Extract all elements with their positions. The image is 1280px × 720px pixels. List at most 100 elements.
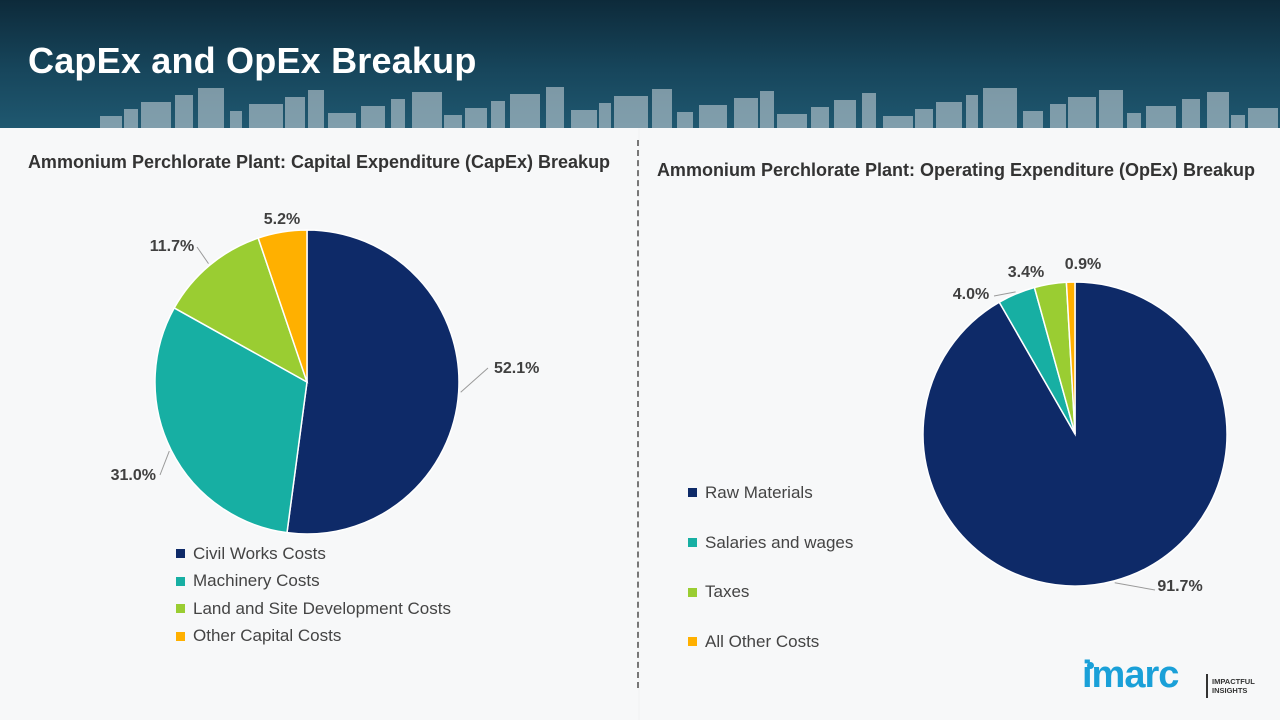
capex-legend-item: Machinery Costs	[176, 568, 451, 596]
legend-label: Raw Materials	[705, 482, 813, 502]
logo-tagline-line: IMPACTFUL	[1212, 677, 1255, 686]
opex-legend-item: Salaries and wages	[688, 518, 853, 568]
legend-swatch-icon	[688, 587, 697, 597]
legend-swatch-icon	[176, 549, 185, 559]
skyline-building	[249, 104, 283, 128]
legend-label: Salaries and wages	[705, 532, 854, 552]
skyline-building	[412, 92, 442, 128]
legend-swatch-icon	[688, 538, 697, 548]
logo-dot-icon	[1087, 662, 1094, 669]
skyline-building	[124, 109, 138, 128]
logo-divider	[1206, 674, 1208, 698]
skyline-building	[546, 87, 564, 128]
skyline-building	[862, 93, 876, 128]
skyline-building	[1050, 104, 1066, 128]
capex-chart-title: Ammonium Perchlorate Plant: Capital Expe…	[27, 152, 611, 172]
skyline-building	[444, 115, 462, 128]
skyline-building	[652, 89, 672, 128]
skyline-building	[391, 99, 405, 128]
data-label: 5.2%	[264, 211, 300, 228]
header-banner: CapEx and OpEx Breakup	[0, 0, 1280, 128]
data-label: 11.7%	[150, 238, 194, 255]
pie-slice	[1065, 281, 1076, 435]
skyline-building	[1127, 113, 1141, 128]
opex-legend-item: Raw Materials	[688, 468, 853, 518]
skyline-building	[1099, 90, 1123, 128]
skyline-building	[915, 109, 933, 128]
skyline-building	[983, 88, 1017, 128]
skyline-building	[1146, 106, 1176, 128]
skyline-building	[834, 100, 856, 128]
skyline-building	[361, 106, 385, 128]
opex-panel: Ammonium Perchlorate Plant: Operating Ex…	[640, 128, 1280, 720]
imarc-logo: imarc IMPACTFUL INSIGHTS	[1082, 654, 1262, 700]
legend-label: Taxes	[705, 582, 750, 602]
skyline-building	[141, 102, 171, 128]
skyline-building	[1182, 99, 1200, 128]
leader-line	[196, 246, 209, 264]
opex-pie-chart: 91.7% 4.0% 3.4% 0.9%	[922, 256, 1228, 595]
skyline-building	[1207, 92, 1229, 128]
pie-slice	[286, 229, 460, 535]
skyline-building	[966, 95, 978, 128]
skyline-building	[328, 113, 356, 128]
legend-swatch-icon	[688, 637, 697, 647]
data-label: 31.0%	[111, 467, 156, 484]
capex-legend-item: Civil Works Costs	[176, 540, 451, 568]
panel-divider	[637, 140, 639, 688]
pie-slice	[257, 229, 308, 383]
logo-wordmark: imarc	[1082, 654, 1179, 696]
skyline-building	[599, 103, 611, 128]
pie-slice	[173, 237, 309, 384]
data-label: 91.7%	[1157, 578, 1202, 595]
opex-legend-item: Taxes	[688, 567, 853, 617]
capex-panel: Ammonium Perchlorate Plant: Capital Expe…	[0, 128, 638, 720]
legend-label: All Other Costs	[705, 631, 820, 651]
skyline-building	[308, 90, 324, 128]
skyline-building	[1023, 111, 1043, 128]
legend-swatch-icon	[176, 576, 185, 586]
opex-chart-title: Ammonium Perchlorate Plant: Operating Ex…	[656, 160, 1256, 180]
skyline-building	[571, 110, 597, 128]
legend-swatch-icon	[688, 488, 697, 498]
legend-swatch-icon	[176, 631, 185, 641]
capex-legend-item: Land and Site Development Costs	[176, 595, 451, 623]
skyline-building	[677, 112, 693, 128]
skyline-building	[760, 91, 774, 128]
capex-legend-item: Other Capital Costs	[176, 623, 451, 651]
opex-legend: Raw Materials Salaries and wages Taxes A…	[688, 468, 853, 667]
skyline-building	[614, 96, 648, 128]
capex-pie-chart: 52.1% 31.0% 11.7% 5.2%	[111, 211, 539, 535]
skyline-building	[1231, 115, 1245, 128]
skyline-building	[699, 105, 727, 128]
skyline-building	[465, 108, 487, 128]
page-title: CapEx and OpEx Breakup	[28, 40, 477, 81]
data-label: 0.9%	[1065, 256, 1101, 273]
skyline-building	[777, 114, 807, 128]
skyline-building	[198, 88, 224, 128]
leader-line	[1114, 582, 1156, 591]
skyline-building	[883, 116, 913, 128]
skyline-building	[510, 94, 540, 128]
legend-label: Land and Site Development Costs	[193, 598, 451, 618]
legend-label: Machinery Costs	[193, 571, 320, 591]
leader-line	[993, 291, 1016, 297]
data-label: 52.1%	[494, 360, 539, 377]
skyline-building	[811, 107, 829, 128]
skyline-building	[1248, 108, 1278, 128]
skyline-building	[100, 116, 122, 128]
skyline-building	[491, 101, 505, 128]
logo-tagline-line: INSIGHTS	[1212, 686, 1248, 695]
data-label: 4.0%	[953, 286, 989, 303]
data-label: 3.4%	[1008, 264, 1044, 281]
logo-tagline: IMPACTFUL INSIGHTS	[1212, 677, 1262, 695]
skyline-building	[1068, 97, 1096, 128]
legend-label: Other Capital Costs	[193, 626, 342, 646]
leader-line	[159, 450, 170, 476]
skyline-graphic	[100, 87, 1278, 128]
skyline-building	[936, 102, 962, 128]
skyline-building	[285, 97, 305, 128]
pie-slice	[154, 306, 308, 534]
capex-legend: Civil Works Costs Machinery Costs Land a…	[176, 540, 451, 650]
skyline-building	[734, 98, 758, 128]
